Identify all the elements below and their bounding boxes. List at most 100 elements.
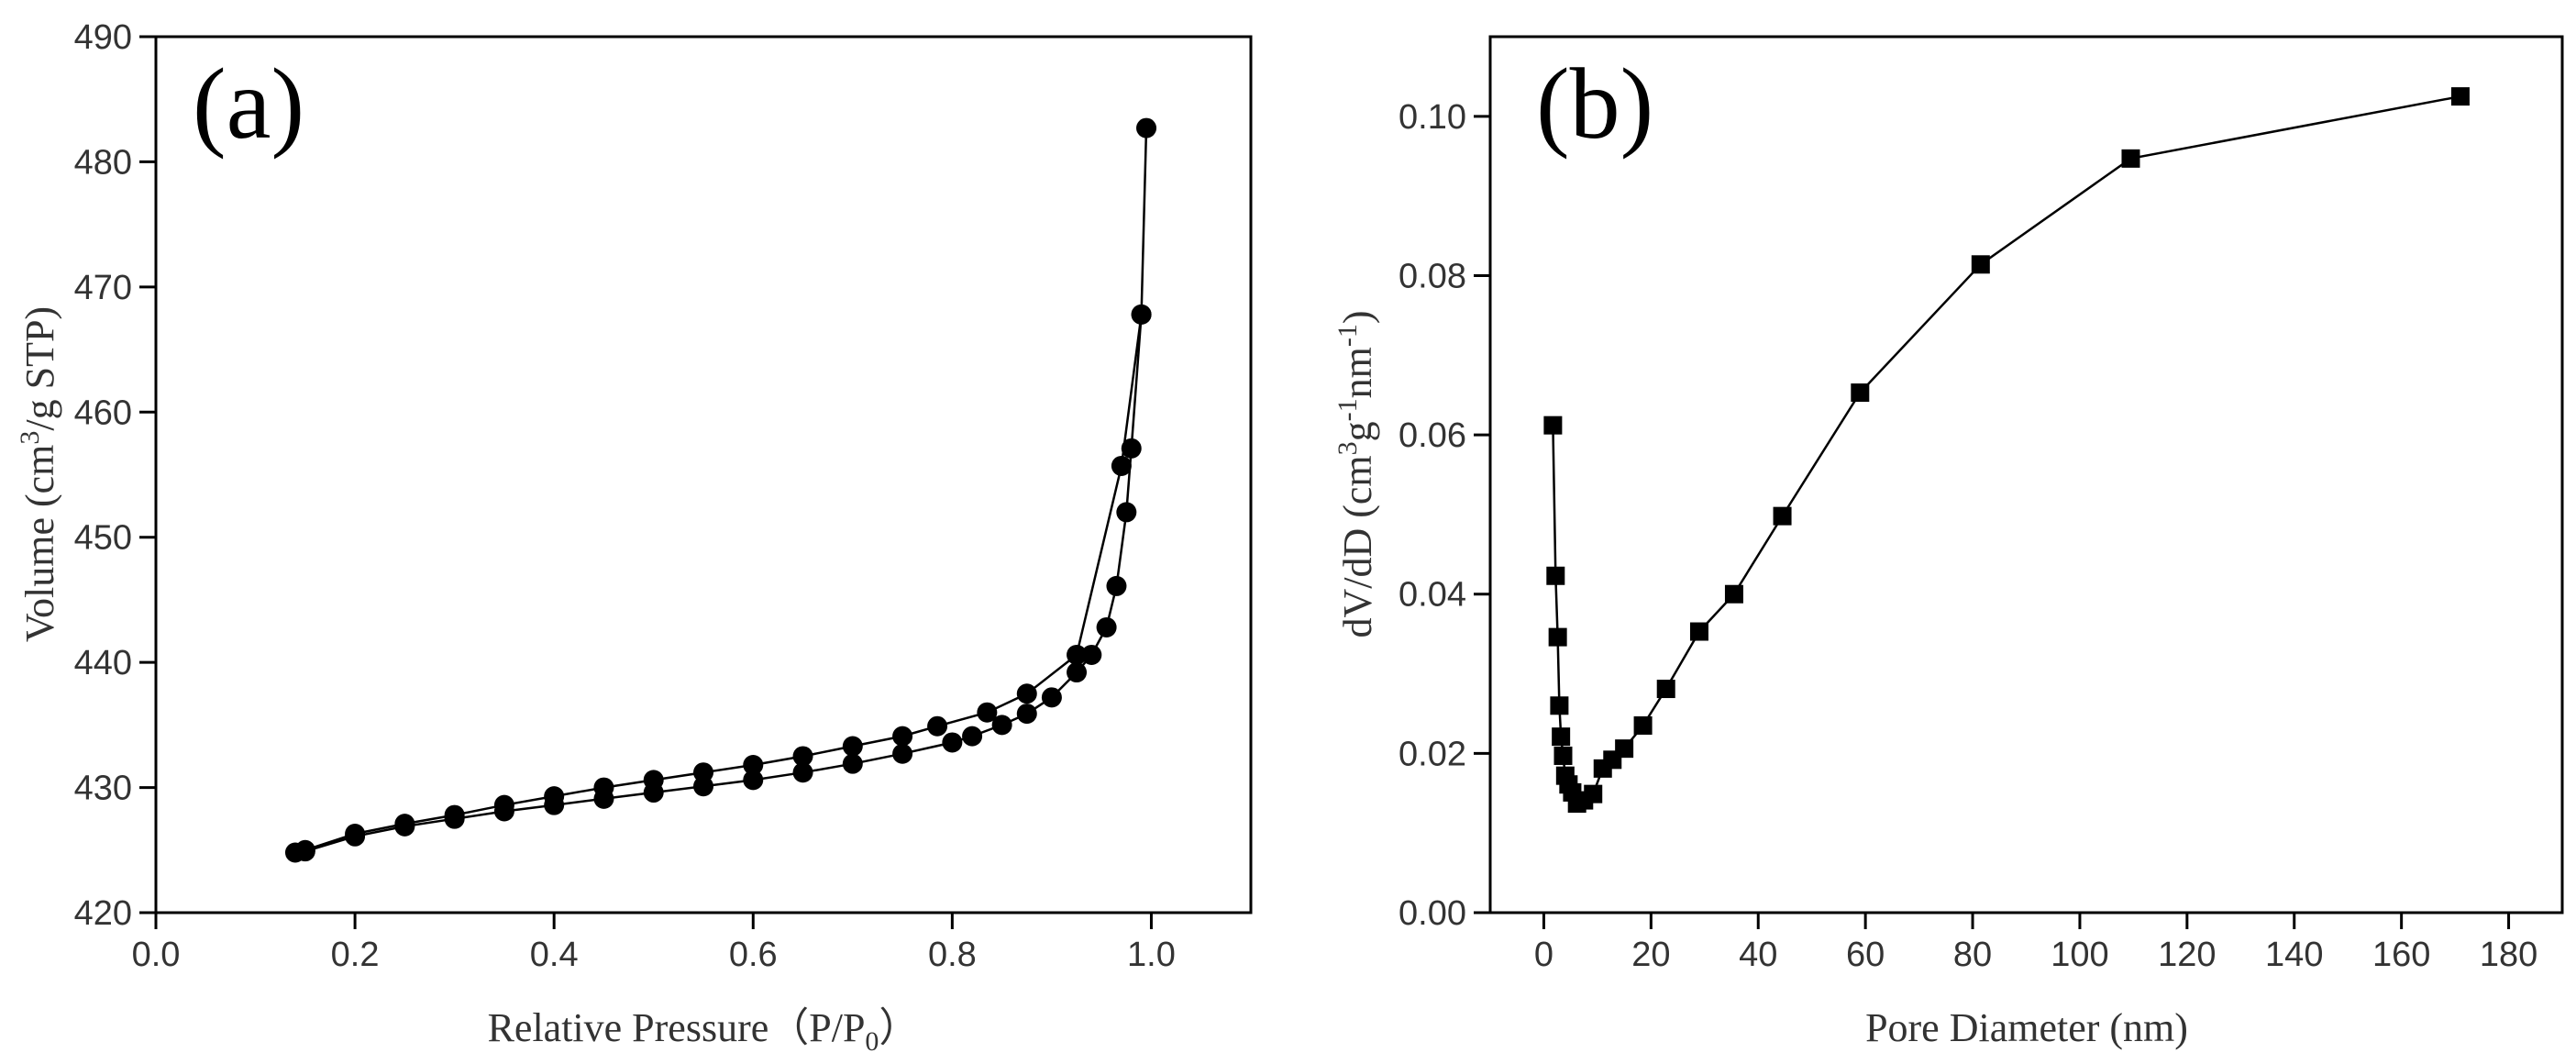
y-axis-label-b-sup-1: 3 xyxy=(1332,441,1363,455)
data-point xyxy=(1724,584,1743,604)
data-point xyxy=(927,715,948,737)
y-tick-label: 490 xyxy=(74,18,132,57)
series-group-b xyxy=(1543,87,2470,814)
data-point xyxy=(1656,680,1675,699)
x-tick-label: 0 xyxy=(1534,936,1553,974)
y-tick-label: 460 xyxy=(74,393,132,432)
data-point xyxy=(842,753,863,774)
y-axis-label-b-sup-3: -1 xyxy=(1332,324,1363,347)
data-point xyxy=(1773,506,1792,526)
data-point xyxy=(1615,739,1634,759)
x-axis-label-b: Pore Diameter (nm) xyxy=(1865,1005,2188,1050)
data-point xyxy=(1548,627,1567,647)
y-tick-label: 0.08 xyxy=(1399,257,1466,295)
data-point xyxy=(1971,255,1990,274)
x-tick-label: 140 xyxy=(2265,936,2323,974)
y-tick-label: 0.10 xyxy=(1399,98,1466,137)
data-point xyxy=(1136,117,1157,139)
y-tick-label: 470 xyxy=(74,269,132,307)
data-point xyxy=(892,726,913,747)
series-group-a xyxy=(284,117,1157,863)
x-tick-label: 180 xyxy=(2480,936,2537,974)
y-tick-label: 450 xyxy=(74,519,132,558)
data-point xyxy=(593,777,614,798)
data-point xyxy=(792,746,813,767)
data-point xyxy=(444,804,465,826)
x-tick-label: 20 xyxy=(1631,936,1670,974)
y-axis-ticks-a: 420 430 440 450 460 470 480 490 xyxy=(74,18,156,933)
x-tick-label: 0.2 xyxy=(331,936,380,974)
data-point xyxy=(792,762,813,783)
data-point xyxy=(1016,704,1037,725)
x-tick-label: 120 xyxy=(2158,936,2216,974)
data-point xyxy=(345,824,366,845)
x-axis-label-a-subscript: 0 xyxy=(865,1026,879,1057)
x-tick-label: 100 xyxy=(2051,936,2108,974)
data-point xyxy=(1121,438,1142,459)
data-point xyxy=(743,770,764,791)
data-point xyxy=(1633,715,1653,735)
data-point xyxy=(294,839,315,860)
data-point xyxy=(544,786,565,807)
plot-frame-b xyxy=(1488,35,2564,914)
y-axis-label-b-mid: g xyxy=(1335,421,1380,441)
x-axis-label-a-tail: ） xyxy=(879,1005,919,1050)
data-point xyxy=(1553,746,1573,765)
x-tick-label: 0.6 xyxy=(729,936,778,974)
data-point xyxy=(1550,696,1569,715)
data-point xyxy=(1016,683,1037,704)
x-tick-label: 80 xyxy=(1953,936,1992,974)
y-tick-label: 440 xyxy=(74,644,132,682)
x-tick-label: 60 xyxy=(1846,936,1885,974)
y-tick-label: 0.04 xyxy=(1399,576,1466,615)
chart-panel-a: (a) 0.0 0.2 0.4 0.6 0.8 1.0 420 430 440 450 460 47… xyxy=(15,18,1253,1057)
x-tick-label: 0.4 xyxy=(530,936,579,974)
y-axis-label-a-superscript: 3 xyxy=(15,431,45,445)
y-axis-label-a-tail: /g STP) xyxy=(17,306,62,431)
data-point xyxy=(1131,304,1152,325)
x-tick-label: 0.0 xyxy=(132,936,181,974)
data-point xyxy=(743,755,764,776)
data-point xyxy=(394,814,415,835)
x-tick-label: 40 xyxy=(1739,936,1777,974)
data-point xyxy=(1552,727,1571,747)
data-point xyxy=(1543,416,1563,435)
data-point xyxy=(2450,87,2470,106)
data-point xyxy=(991,715,1012,736)
y-axis-label-b-mid-2: nm xyxy=(1335,347,1380,398)
data-point xyxy=(1584,784,1603,804)
data-point xyxy=(1067,644,1088,665)
data-point xyxy=(1116,502,1137,523)
data-point xyxy=(1851,383,1870,403)
data-point xyxy=(1689,622,1708,641)
y-axis-label-b-sup-2: -1 xyxy=(1332,398,1363,421)
panel-label-b: (b) xyxy=(1536,48,1653,160)
y-axis-label-b-tail: ) xyxy=(1335,310,1380,324)
data-point xyxy=(842,736,863,757)
data-point xyxy=(892,743,913,764)
y-tick-label: 0.06 xyxy=(1399,416,1466,455)
y-tick-label: 480 xyxy=(74,143,132,182)
data-point xyxy=(962,726,983,747)
x-tick-label: 1.0 xyxy=(1127,936,1176,974)
data-point xyxy=(2121,149,2140,168)
data-point xyxy=(493,794,514,815)
y-tick-label: 0.02 xyxy=(1399,735,1466,773)
plot-frame-a xyxy=(154,35,1253,914)
x-tick-label: 160 xyxy=(2372,936,2430,974)
data-point xyxy=(1041,687,1062,708)
y-tick-label: 430 xyxy=(74,770,132,808)
y-tick-label: 0.00 xyxy=(1399,894,1466,933)
data-point xyxy=(1096,616,1117,637)
data-point xyxy=(1067,662,1088,683)
x-axis-ticks-b: 0 20 40 60 80 100 120 140 160 180 xyxy=(1534,913,2537,974)
y-tick-label: 420 xyxy=(74,894,132,933)
x-tick-label: 0.8 xyxy=(928,936,977,974)
data-point xyxy=(942,732,963,753)
y-axis-label-b: dV/dD (cm3g-1nm-1) xyxy=(1332,310,1380,637)
data-point xyxy=(977,702,998,723)
data-point xyxy=(1106,575,1127,596)
y-axis-label-a: Volume (cm3/g STP) xyxy=(15,306,62,642)
data-point xyxy=(1111,455,1132,476)
